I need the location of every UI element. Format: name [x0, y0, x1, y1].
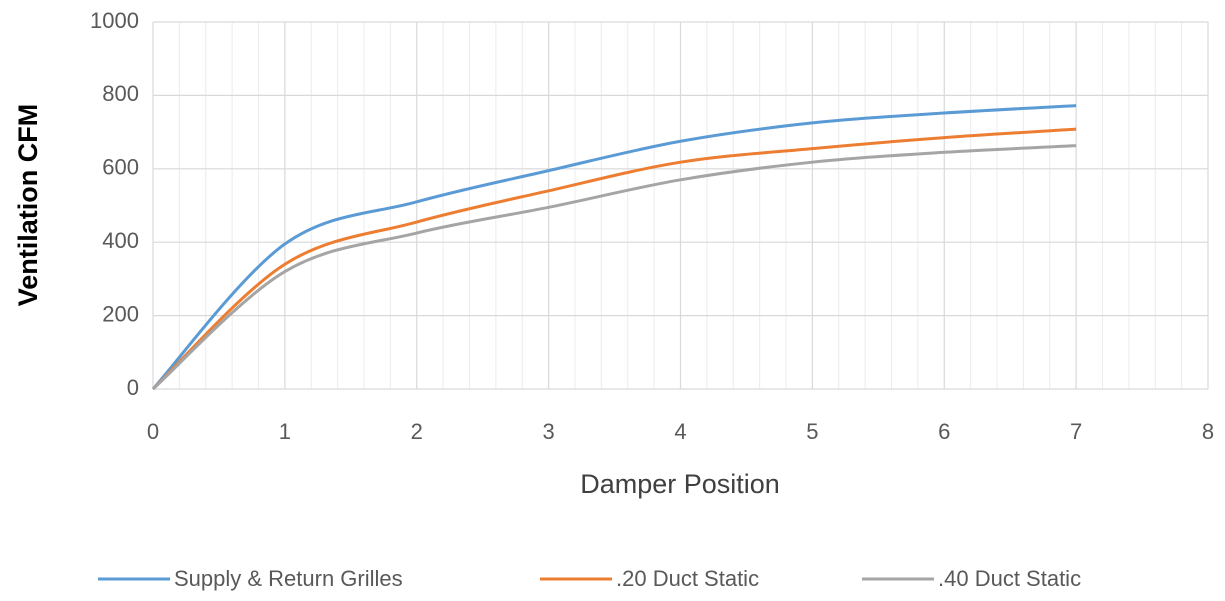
- y-tick-label: 800: [102, 81, 139, 106]
- y-tick-label: 600: [102, 155, 139, 180]
- x-tick-label: 0: [147, 419, 159, 444]
- x-tick-label: 3: [543, 419, 555, 444]
- y-tick-label: 200: [102, 301, 139, 326]
- x-tick-label: 6: [938, 419, 950, 444]
- x-tick-label: 2: [411, 419, 423, 444]
- y-tick-label: 1000: [90, 8, 139, 33]
- y-axis-label: Ventilation CFM: [13, 104, 43, 307]
- x-tick-label: 1: [279, 419, 291, 444]
- x-axis-label: Damper Position: [580, 469, 780, 499]
- x-tick-label: 5: [806, 419, 818, 444]
- legend-label: Supply & Return Grilles: [174, 566, 403, 591]
- legend-label: .40 Duct Static: [938, 566, 1081, 591]
- x-tick-label: 7: [1070, 419, 1082, 444]
- legend-label: .20 Duct Static: [616, 566, 759, 591]
- y-tick-label: 0: [127, 375, 139, 400]
- x-tick-label: 4: [674, 419, 686, 444]
- line: [151, 104, 1077, 391]
- x-tick-label: 8: [1202, 419, 1214, 444]
- line: [152, 144, 1077, 391]
- y-tick-label: 400: [102, 228, 139, 253]
- line: [151, 127, 1077, 391]
